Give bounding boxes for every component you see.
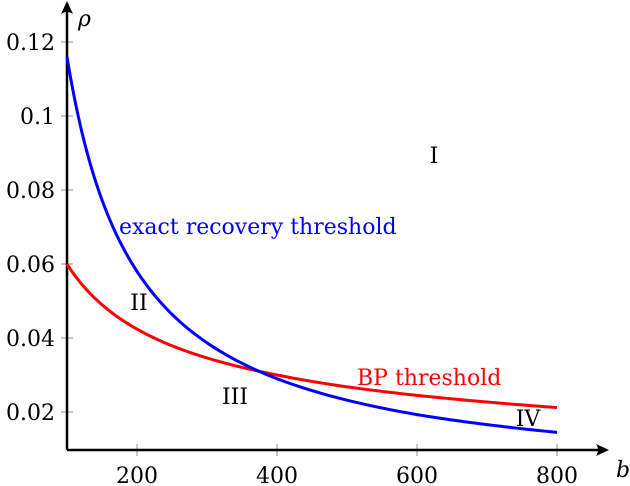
y-tick-label: 0.04	[6, 327, 55, 352]
x-tick-label: 800	[536, 464, 578, 486]
y-tick-label: 0.1	[20, 105, 55, 130]
exact-recovery-threshold-curve	[65, 56, 558, 434]
axes	[65, 8, 602, 452]
x-axis-label: b	[616, 458, 630, 483]
x-tick-label: 600	[396, 464, 438, 486]
x-tick-label: 400	[256, 464, 298, 486]
y-tick-label: 0.12	[6, 31, 55, 56]
y-tick-label: 0.02	[6, 401, 55, 426]
y-tick-label: 0.06	[6, 253, 55, 278]
region-label-iv: IV	[516, 407, 542, 432]
region-label-iii: III	[222, 385, 248, 410]
x-tick-label: 200	[116, 464, 158, 486]
bp-curve-label: BP threshold	[357, 366, 501, 391]
exact-recovery-curve-label: exact recovery threshold	[119, 215, 397, 240]
y-axis-arrow-icon	[61, 1, 73, 14]
y-axis-label: ρ	[77, 7, 91, 32]
x-axis-arrow-icon	[596, 444, 609, 456]
region-label-i: I	[430, 144, 439, 169]
region-label-ii: II	[130, 291, 147, 316]
y-tick-label: 0.08	[6, 179, 55, 204]
